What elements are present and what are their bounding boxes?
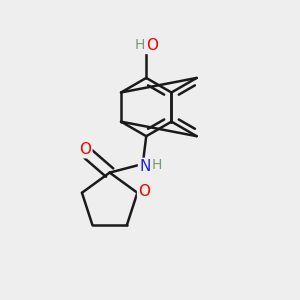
Text: O: O bbox=[138, 184, 150, 199]
Text: H: H bbox=[152, 158, 162, 172]
Text: N: N bbox=[139, 159, 150, 174]
Text: O: O bbox=[146, 38, 158, 53]
Text: H: H bbox=[134, 38, 145, 52]
Text: O: O bbox=[80, 142, 92, 157]
